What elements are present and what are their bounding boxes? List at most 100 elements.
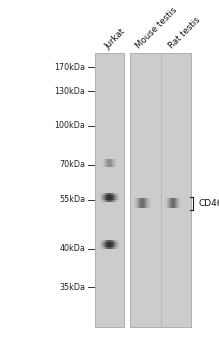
Bar [103, 242, 104, 246]
Bar [146, 198, 147, 208]
Text: CD46: CD46 [198, 199, 219, 208]
Bar [117, 195, 118, 200]
Bar [115, 159, 116, 167]
Bar [173, 198, 174, 208]
Bar [141, 198, 142, 208]
Bar [108, 193, 109, 202]
Bar [172, 198, 173, 208]
Bar [95, 52, 124, 327]
Bar [109, 159, 110, 167]
Text: Jurkat: Jurkat [103, 27, 127, 51]
Bar [110, 242, 111, 246]
Bar [110, 195, 111, 200]
Bar [114, 193, 115, 202]
Bar [115, 193, 116, 202]
Bar [106, 193, 107, 202]
Bar [114, 242, 115, 246]
Bar [109, 193, 110, 202]
Bar [104, 240, 105, 249]
Bar [118, 193, 119, 202]
Bar [178, 198, 179, 208]
Bar [135, 198, 136, 208]
Bar [106, 159, 107, 167]
Bar [147, 198, 148, 208]
Bar [114, 240, 115, 249]
Bar [174, 198, 175, 208]
Bar [137, 198, 138, 208]
Bar [102, 242, 103, 246]
Bar [108, 195, 109, 200]
Bar [113, 195, 114, 200]
Text: Mouse testis: Mouse testis [134, 6, 179, 51]
Bar [106, 240, 107, 249]
Bar [113, 193, 114, 202]
Bar [109, 195, 110, 200]
Text: 35kDa: 35kDa [59, 282, 85, 292]
Bar [110, 193, 111, 202]
Bar [114, 159, 115, 167]
Bar [116, 242, 117, 246]
Bar [108, 242, 109, 246]
Bar [111, 193, 112, 202]
Text: ·: · [109, 123, 110, 127]
Bar [107, 159, 108, 167]
Bar [107, 193, 108, 202]
Bar [115, 240, 116, 249]
Bar [100, 195, 101, 200]
Bar [103, 159, 104, 167]
Bar [105, 193, 106, 202]
Bar [116, 240, 117, 249]
Bar [103, 195, 104, 200]
Bar [175, 198, 176, 208]
Bar [104, 193, 105, 202]
Text: Rat testis: Rat testis [167, 16, 202, 51]
Bar [113, 159, 114, 167]
Bar [106, 195, 107, 200]
Bar [167, 198, 168, 208]
Bar [144, 198, 145, 208]
Bar [111, 240, 112, 249]
Bar [102, 240, 103, 249]
Bar [104, 195, 105, 200]
Bar [118, 195, 119, 200]
Bar [101, 193, 102, 202]
Bar [134, 198, 135, 208]
Bar [165, 198, 166, 208]
Bar [115, 242, 116, 246]
Bar [179, 198, 180, 208]
Text: 170kDa: 170kDa [54, 63, 85, 72]
Bar [110, 159, 111, 167]
Bar [111, 159, 112, 167]
Bar [100, 240, 101, 249]
Bar [136, 198, 137, 208]
Bar [111, 195, 112, 200]
Bar [118, 240, 119, 249]
Bar [116, 195, 117, 200]
Bar [117, 240, 118, 249]
Bar [138, 198, 139, 208]
Text: 55kDa: 55kDa [59, 195, 85, 204]
Bar [110, 240, 111, 249]
Bar [100, 193, 101, 202]
Bar [176, 198, 177, 208]
Bar [101, 242, 102, 246]
Bar [107, 195, 108, 200]
Bar [104, 159, 105, 167]
Bar [170, 198, 171, 208]
Text: 100kDa: 100kDa [55, 121, 85, 131]
Bar [171, 198, 172, 208]
Bar [109, 242, 110, 246]
Bar [180, 198, 181, 208]
Bar [107, 240, 108, 249]
Bar [113, 242, 114, 246]
Bar [114, 195, 115, 200]
Bar [143, 198, 144, 208]
Bar [145, 198, 146, 208]
Bar [105, 159, 106, 167]
Text: 130kDa: 130kDa [55, 86, 85, 96]
Bar [102, 193, 103, 202]
Bar [105, 195, 106, 200]
Bar [118, 242, 119, 246]
Bar [166, 198, 167, 208]
Bar [112, 242, 113, 246]
